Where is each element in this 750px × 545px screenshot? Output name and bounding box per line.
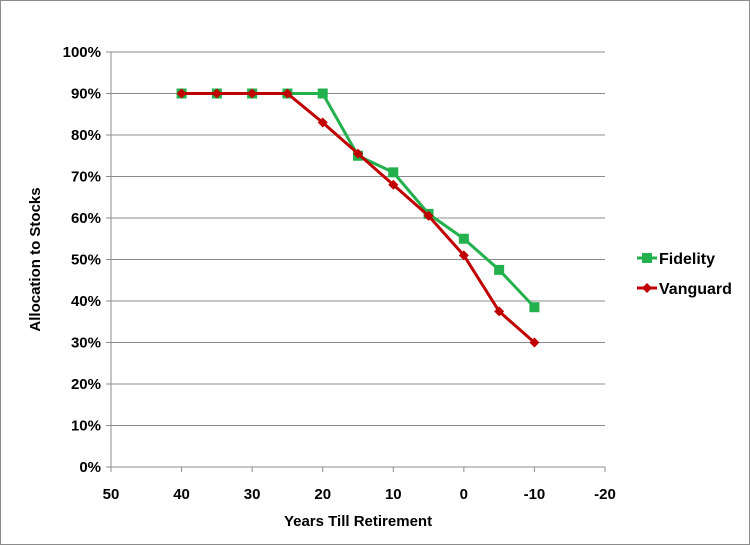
y-tick-label: 30% bbox=[71, 335, 101, 352]
x-tick-label: 40 bbox=[173, 486, 190, 503]
y-tick-label: 40% bbox=[71, 293, 101, 310]
data-point-vanguard bbox=[423, 210, 434, 221]
x-tick-label: -10 bbox=[524, 486, 546, 503]
y-tick-label: 50% bbox=[71, 252, 101, 269]
legend-marker-fidelity bbox=[642, 253, 652, 263]
data-point-fidelity bbox=[388, 167, 399, 178]
data-point-vanguard bbox=[388, 179, 399, 190]
data-point-fidelity bbox=[317, 88, 328, 99]
data-point-vanguard bbox=[458, 250, 469, 261]
data-point-vanguard bbox=[211, 88, 222, 99]
y-tick-label: 10% bbox=[71, 418, 101, 435]
data-point-vanguard bbox=[494, 306, 505, 317]
legend-label-vanguard: Vanguard bbox=[659, 281, 732, 298]
x-tick-label: 50 bbox=[103, 486, 120, 503]
data-point-fidelity bbox=[529, 302, 540, 313]
legend-label-fidelity: Fidelity bbox=[659, 251, 715, 268]
data-point-vanguard bbox=[317, 117, 328, 128]
y-tick-label: 60% bbox=[71, 210, 101, 227]
y-tick-label: 90% bbox=[71, 86, 101, 103]
data-point-vanguard bbox=[247, 88, 258, 99]
x-tick-label: 0 bbox=[460, 486, 468, 503]
y-axis-title: Allocation to Stocks bbox=[27, 187, 44, 331]
data-point-vanguard bbox=[282, 88, 293, 99]
series-line-fidelity bbox=[181, 92, 536, 309]
x-tick-label: 20 bbox=[314, 486, 331, 503]
y-tick-label: 0% bbox=[79, 459, 101, 476]
data-point-fidelity bbox=[458, 233, 469, 244]
y-tick-label: 80% bbox=[71, 127, 101, 144]
x-axis-title: Years Till Retirement bbox=[284, 513, 432, 530]
x-tick-label: -20 bbox=[594, 486, 616, 503]
y-tick-label: 20% bbox=[71, 376, 101, 393]
legend-marker-vanguard bbox=[642, 283, 652, 293]
data-point-vanguard bbox=[529, 337, 540, 348]
data-point-vanguard bbox=[176, 88, 187, 99]
y-tick-label: 100% bbox=[63, 44, 101, 61]
x-tick-label: 30 bbox=[244, 486, 261, 503]
data-point-vanguard bbox=[353, 148, 363, 159]
x-tick-label: 10 bbox=[385, 486, 402, 503]
y-tick-label: 70% bbox=[71, 169, 101, 186]
data-point-fidelity bbox=[494, 264, 505, 275]
